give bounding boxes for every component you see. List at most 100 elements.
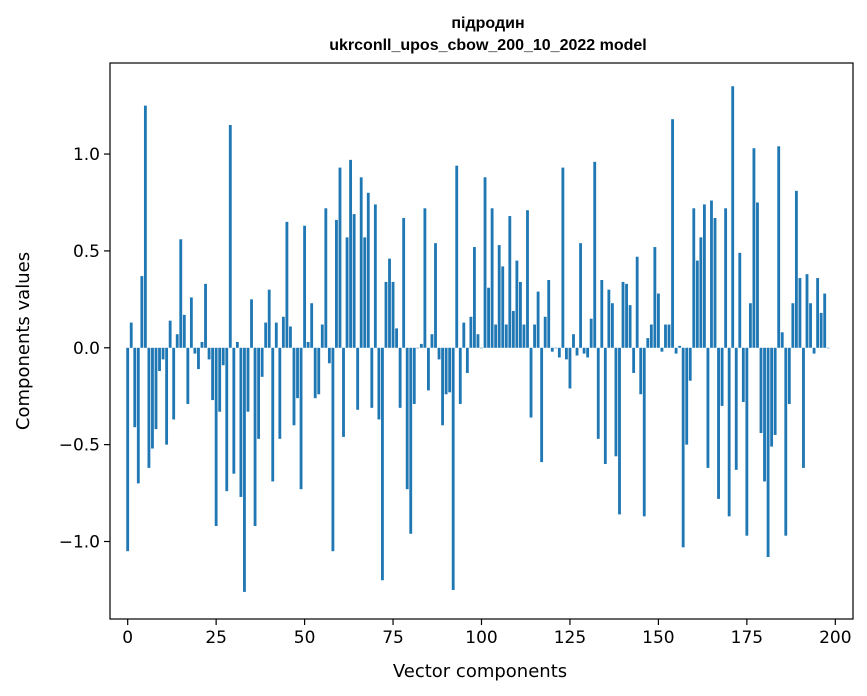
x-tick-label-50: 50 <box>294 628 316 648</box>
bar-151 <box>660 347 664 352</box>
bar-4 <box>140 276 144 348</box>
bar-150 <box>656 293 660 348</box>
y-tick-label--0.5: −0.5 <box>59 436 100 456</box>
bar-129 <box>582 347 586 354</box>
bar-122 <box>557 347 561 358</box>
bar-170 <box>727 347 731 517</box>
bar-77 <box>398 347 402 408</box>
y-tick-label--1: −1.0 <box>59 533 100 553</box>
bar-169 <box>724 208 728 348</box>
bar-111 <box>519 281 522 348</box>
bar-138 <box>614 347 618 457</box>
bar-70 <box>373 204 377 348</box>
y-tick-label-0.5: 0.5 <box>73 242 100 262</box>
bar-48 <box>296 347 299 399</box>
bar-82 <box>416 347 420 349</box>
bar-120 <box>550 347 554 352</box>
bar-50 <box>303 225 307 348</box>
bar-79 <box>405 347 409 490</box>
bar-2 <box>133 347 137 428</box>
bar-59 <box>335 219 338 348</box>
bar-19 <box>193 347 197 354</box>
bar-88 <box>437 347 441 360</box>
bar-12 <box>168 320 172 348</box>
bar-57 <box>327 347 331 364</box>
bar-28 <box>225 347 229 492</box>
bar-49 <box>299 347 303 490</box>
bar-64 <box>352 214 356 348</box>
bar-14 <box>175 334 179 348</box>
bar-41 <box>271 347 275 482</box>
bar-157 <box>681 347 685 548</box>
bar-9 <box>158 347 161 372</box>
bar-130 <box>586 347 590 358</box>
plot-frame <box>109 62 854 620</box>
bar-110 <box>515 260 519 348</box>
bar-7 <box>151 347 154 449</box>
bar-72 <box>381 347 384 581</box>
bar-115 <box>533 324 536 348</box>
bar-131 <box>589 318 593 348</box>
bar-155 <box>674 347 678 354</box>
x-tick-label-0: 0 <box>122 628 133 648</box>
bar-109 <box>511 310 515 348</box>
bar-13 <box>172 347 176 420</box>
x-tick-label-150: 150 <box>642 628 674 648</box>
bar-42 <box>274 322 278 348</box>
bar-87 <box>434 243 437 348</box>
bar-153 <box>667 324 671 348</box>
bar-196 <box>819 312 823 348</box>
bar-26 <box>218 347 222 412</box>
bar-34 <box>246 347 250 412</box>
bar-198 <box>826 347 830 349</box>
bar-112 <box>522 324 526 348</box>
bar-91 <box>448 347 452 393</box>
bar-39 <box>264 322 268 348</box>
bar-134 <box>600 279 604 348</box>
bar-166 <box>713 217 717 348</box>
bar-140 <box>621 281 625 348</box>
bar-188 <box>791 303 795 348</box>
bar-55 <box>320 324 324 348</box>
bar-series <box>126 86 830 592</box>
bar-3 <box>136 347 140 484</box>
bar-16 <box>182 314 186 348</box>
bar-78 <box>402 217 406 348</box>
bar-24 <box>211 347 215 401</box>
bar-180 <box>763 347 766 482</box>
bar-144 <box>635 256 639 348</box>
bar-194 <box>812 347 816 354</box>
bar-75 <box>391 281 395 348</box>
bar-86 <box>430 334 434 348</box>
bar-145 <box>639 347 643 395</box>
bar-89 <box>441 347 444 426</box>
bar-84 <box>423 208 427 348</box>
bar-172 <box>734 347 738 470</box>
bar-83 <box>419 343 423 348</box>
bar-90 <box>444 347 448 395</box>
chart-title-line-2: ukrconll_upos_cbow_200_10_2022 model <box>329 37 646 54</box>
y-tick-label-1: 1.0 <box>73 145 100 165</box>
x-tick-label-25: 25 <box>205 628 227 648</box>
bar-173 <box>738 252 742 348</box>
y-axis-label: Components values <box>13 252 34 430</box>
bar-44 <box>281 316 285 348</box>
bar-116 <box>536 291 540 348</box>
bar-160 <box>692 208 696 348</box>
bar-23 <box>207 347 211 360</box>
x-tick-label-125: 125 <box>554 628 586 648</box>
bar-71 <box>377 347 381 420</box>
bar-62 <box>345 237 349 348</box>
bar-0 <box>126 347 130 552</box>
bar-190 <box>798 278 802 348</box>
bar-127 <box>575 347 579 356</box>
bar-98 <box>473 247 476 348</box>
bar-143 <box>632 347 636 373</box>
bar-124 <box>564 347 568 360</box>
bar-65 <box>356 347 360 410</box>
bar-121 <box>554 347 558 349</box>
bar-163 <box>702 204 706 348</box>
bar-147 <box>646 338 650 348</box>
bar-10 <box>161 347 165 360</box>
